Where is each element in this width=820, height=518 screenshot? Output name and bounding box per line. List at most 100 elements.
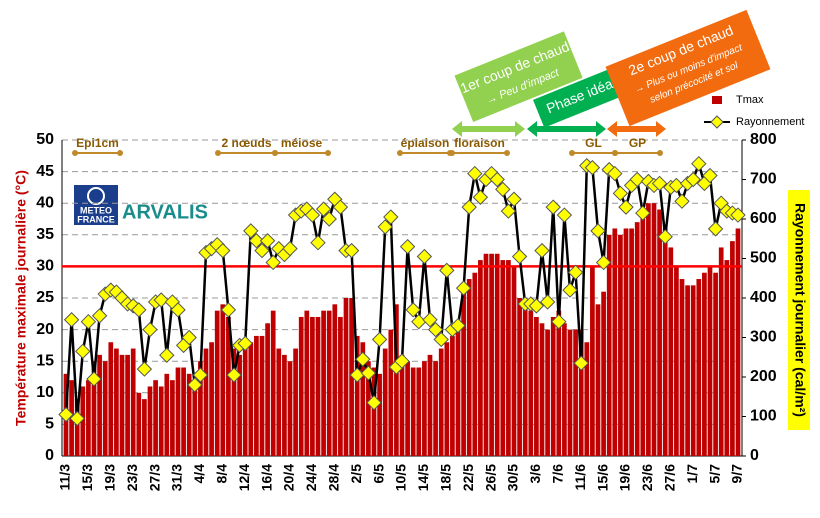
x-tick-label: 1/7 xyxy=(684,464,700,484)
marker xyxy=(439,262,455,279)
bar xyxy=(590,266,595,456)
marker xyxy=(545,199,561,215)
bar xyxy=(405,361,410,456)
x-tick-label: 8/4 xyxy=(214,464,230,484)
x-tick-label: 5/7 xyxy=(706,464,722,484)
legend-marker xyxy=(710,115,724,129)
bar xyxy=(282,354,287,456)
marker xyxy=(472,189,489,205)
y-tick-label: 20 xyxy=(36,321,54,338)
bar xyxy=(259,335,265,456)
marker xyxy=(259,233,276,249)
stage-label: 2 nœuds xyxy=(222,136,272,150)
bar xyxy=(651,203,657,456)
bar xyxy=(606,234,612,456)
bar xyxy=(707,266,713,456)
stage-label: GL xyxy=(585,136,602,150)
bar xyxy=(634,222,640,456)
bar xyxy=(556,310,562,456)
bar xyxy=(287,361,293,456)
marker xyxy=(237,335,253,352)
marker xyxy=(159,347,175,363)
stage-label: épiaison xyxy=(401,136,450,150)
marker xyxy=(343,242,360,259)
bar xyxy=(713,272,718,456)
marker xyxy=(495,181,511,198)
bar xyxy=(153,380,158,456)
marker xyxy=(91,308,108,324)
bar xyxy=(192,380,198,456)
marker xyxy=(170,302,186,318)
bar xyxy=(270,310,276,456)
bar xyxy=(304,310,310,456)
stage-dot xyxy=(569,150,575,156)
bar xyxy=(455,329,461,456)
marker xyxy=(534,242,550,259)
x-tick-label: 20/4 xyxy=(281,464,297,491)
x-tick-label: 11/3 xyxy=(57,464,73,491)
x-tick-label: 11/6 xyxy=(572,464,588,491)
marker xyxy=(248,233,265,249)
marker xyxy=(58,406,74,423)
y2-label-bg xyxy=(788,190,810,430)
bar xyxy=(461,291,466,456)
stage-dot xyxy=(504,150,510,156)
y2-tick-label: 400 xyxy=(750,289,777,306)
marker xyxy=(635,205,651,221)
marker xyxy=(131,302,147,318)
marker xyxy=(573,355,589,371)
bar xyxy=(696,279,702,456)
bar xyxy=(399,354,405,456)
bar xyxy=(310,316,315,456)
bar xyxy=(130,348,136,456)
bar xyxy=(623,228,629,456)
x-tick-label: 4/4 xyxy=(191,464,207,484)
y2-tick-label: 700 xyxy=(750,171,777,188)
stage-dot xyxy=(325,150,331,156)
bar xyxy=(550,316,556,456)
bar xyxy=(332,304,338,456)
marker xyxy=(69,410,85,427)
bar xyxy=(534,316,539,456)
bar xyxy=(578,329,584,456)
marker xyxy=(63,312,80,328)
marker xyxy=(607,165,623,182)
bar xyxy=(293,348,298,456)
bar xyxy=(147,386,153,456)
bar xyxy=(265,323,270,456)
logo-text: FRANCE xyxy=(77,214,115,224)
bar xyxy=(444,342,450,456)
marker xyxy=(702,167,718,184)
stage-dot xyxy=(72,150,78,156)
bar xyxy=(601,291,606,456)
y2-tick-label: 0 xyxy=(750,447,759,464)
bar xyxy=(629,228,634,456)
x-tick-label: 16/4 xyxy=(258,464,274,491)
bar xyxy=(338,316,343,456)
x-tick-label: 27/6 xyxy=(662,464,678,491)
y-axis-label: Température maximale journalière (°C) xyxy=(13,170,29,426)
marker xyxy=(153,292,169,308)
y2-tick-label: 600 xyxy=(750,210,777,227)
marker xyxy=(136,361,153,377)
marker xyxy=(416,248,433,265)
bar xyxy=(119,354,125,456)
x-tick-label: 3/6 xyxy=(527,464,543,484)
bar xyxy=(91,361,97,456)
y2-tick-label: 800 xyxy=(750,131,777,148)
bar xyxy=(164,373,170,456)
marker xyxy=(427,321,444,338)
stage-label: méiose xyxy=(281,136,323,150)
marker xyxy=(629,171,645,188)
y-tick-label: 15 xyxy=(36,352,54,369)
bar xyxy=(80,386,86,456)
bar xyxy=(545,329,550,456)
bar xyxy=(142,399,147,456)
x-tick-label: 9/7 xyxy=(729,464,745,484)
x-tick-label: 15/3 xyxy=(79,464,95,491)
marker xyxy=(422,312,438,328)
bar xyxy=(567,329,573,456)
bar xyxy=(97,354,102,456)
bar xyxy=(489,253,494,456)
